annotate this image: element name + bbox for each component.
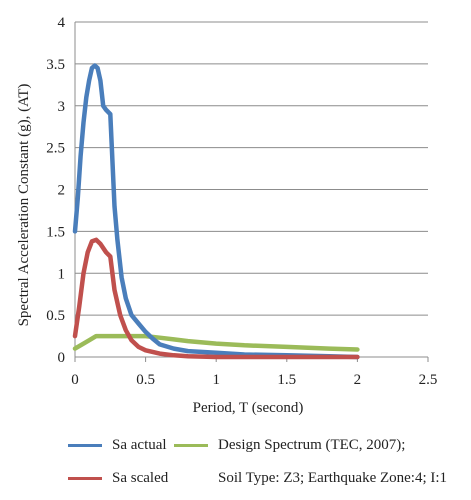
- legend-label-sa-scaled: Sa scaled: [112, 470, 169, 486]
- y-tick-label: 0.5: [46, 308, 65, 324]
- legend-design-spectrum-line2: Soil Type: Z3; Earthquake Zone:4; I:1: [218, 470, 447, 487]
- legend-label-design-line2: Soil Type: Z3; Earthquake Zone:4; I:1: [218, 470, 448, 486]
- x-tick-label: 0.5: [136, 372, 155, 388]
- x-tick-label: 2: [354, 372, 362, 388]
- x-tick-label: 1.5: [277, 372, 296, 388]
- legend-design-spectrum: Design Spectrum (TEC, 2007);: [174, 437, 405, 454]
- legend-label-sa-actual: Sa actual: [112, 437, 167, 453]
- y-tick-label: 1: [58, 266, 66, 282]
- y-tick-labels: 0 0.5 1 1.5 2 2.5 3 3.5 4: [46, 15, 65, 366]
- y-tick-label: 2: [58, 183, 66, 199]
- x-tick-label: 1: [212, 372, 220, 388]
- legend-swatch-design-spectrum: [174, 444, 208, 448]
- gridlines: [75, 21, 428, 316]
- series-line-sa-actual: [72, 63, 360, 360]
- y-tick-label: 4: [58, 15, 66, 31]
- x-axis-label: Period, T (second): [193, 400, 304, 416]
- series-line-sa-scaled: [72, 237, 360, 360]
- x-tick-label: 2.5: [419, 372, 438, 388]
- legend-swatch-sa-scaled: [68, 477, 102, 481]
- y-axis-label: Spectral Acceleration Constant (g), (AT): [16, 84, 32, 327]
- x-tick-label: 0: [71, 372, 79, 388]
- y-tick-label: 3.5: [46, 57, 65, 73]
- y-tick-label: 3: [58, 99, 66, 115]
- legend-sa-scaled: Sa scaled: [68, 470, 168, 487]
- series-lines: [72, 63, 360, 360]
- y-tick-label: 1.5: [46, 224, 65, 240]
- y-tick-label: 2.5: [46, 141, 65, 157]
- legend-sa-actual: Sa actual: [68, 437, 167, 454]
- series-line-design-spectrum: [72, 333, 360, 352]
- legend-label-design-line1: Design Spectrum (TEC, 2007);: [218, 437, 406, 453]
- x-tick-labels: 0 0.5 1 1.5 2 2.5: [71, 372, 437, 388]
- y-tick-label: 0: [58, 350, 66, 366]
- legend-swatch-sa-actual: [68, 444, 102, 448]
